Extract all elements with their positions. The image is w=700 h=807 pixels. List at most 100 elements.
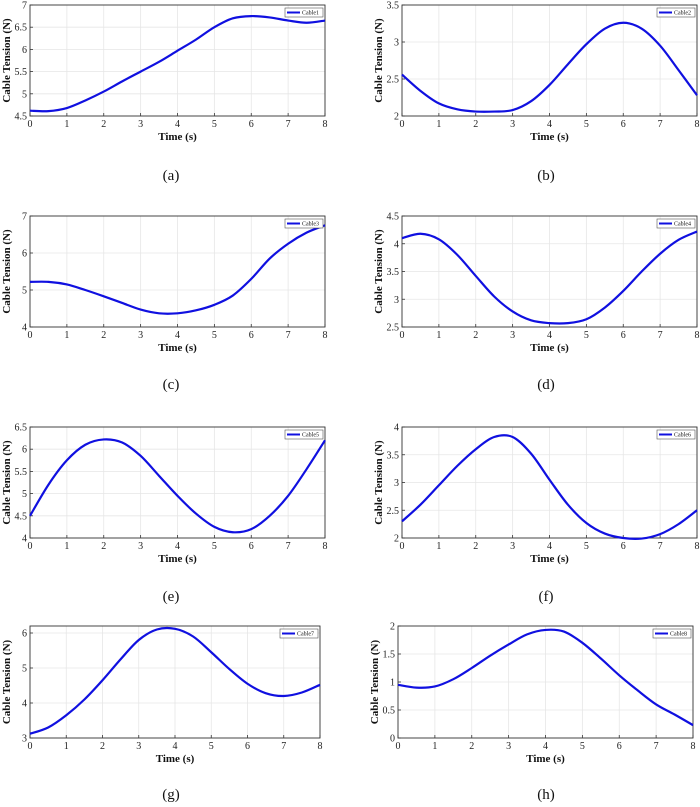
x-tick-label: 4 (173, 741, 178, 752)
x-tick-label: 6 (245, 741, 250, 752)
y-axis-label: Cable Tension (N) (373, 229, 385, 314)
x-axis-label: Time (s) (158, 131, 197, 143)
y-tick-label: 3 (22, 734, 27, 745)
x-tick-label: 2 (100, 741, 105, 752)
y-tick-label: 3 (394, 38, 399, 49)
y-tick-label: 1 (390, 678, 395, 689)
y-tick-label: 4 (394, 239, 399, 250)
x-tick-label: 3 (506, 741, 511, 752)
x-tick-label: 3 (136, 741, 141, 752)
series-line-cable5 (29, 438, 326, 534)
series-line-cable1 (29, 14, 326, 113)
x-tick-label: 1 (64, 741, 69, 752)
x-tick-label: 6 (249, 119, 254, 130)
y-axis-label: Cable Tension (N) (1, 440, 13, 525)
x-tick-label: 0 (400, 541, 405, 552)
x-tick-label: 5 (584, 330, 589, 341)
legend-label: Cable6 (674, 433, 691, 439)
panel-caption: (a) (163, 168, 180, 184)
legend-box (656, 218, 696, 229)
x-tick-label: 2 (101, 119, 106, 130)
x-tick-label: 4 (547, 330, 552, 341)
y-tick-label: 3.5 (387, 267, 400, 278)
x-tick-label: 4 (543, 741, 548, 752)
legend-box (656, 429, 696, 440)
x-tick-label: 3 (138, 541, 143, 552)
x-tick-label: 7 (281, 741, 286, 752)
y-axis-label: Cable Tension (N) (1, 639, 13, 724)
plot-frame (29, 215, 326, 328)
chart-panel-1: 0 1 2 3 4 5 6 7 8 4.5 5 5.5 6 6.5 7 Cable1 Time (s) Cable… (1, 1, 328, 185)
y-axis-label: Cable Tension (N) (1, 229, 13, 314)
y-tick-label: 5 (22, 489, 27, 500)
x-tick-label: 5 (212, 541, 217, 552)
x-tick-label: 4 (175, 330, 180, 341)
legend-label: Cable4 (674, 222, 691, 228)
x-axis-label: Time (s) (530, 131, 569, 143)
x-tick-label: 6 (617, 741, 622, 752)
y-tick-label: 5 (22, 664, 27, 675)
y-tick-label: 2 (390, 622, 395, 633)
legend-box (284, 429, 324, 440)
y-tick-label: 4.5 (387, 212, 400, 223)
x-tick-label: 5 (209, 741, 214, 752)
y-tick-label: 2.5 (387, 75, 400, 86)
x-tick-label: 4 (175, 541, 180, 552)
y-tick-label: 2 (394, 112, 399, 123)
x-tick-label: 0 (28, 330, 33, 341)
x-tick-label: 7 (658, 330, 663, 341)
x-tick-label: 2 (101, 330, 106, 341)
x-tick-label: 6 (249, 541, 254, 552)
y-tick-label: 6 (22, 249, 27, 260)
chart-panel-4: 0 1 2 3 4 5 6 7 8 2.5 3 3.5 4 4.5 Cable4 Time (s) Cable … (373, 212, 700, 394)
panel-caption: (b) (537, 168, 555, 184)
y-tick-label: 3.5 (387, 1, 400, 12)
x-tick-label: 8 (318, 741, 323, 752)
x-tick-label: 4 (175, 119, 180, 130)
x-axis-label: Time (s) (158, 342, 197, 354)
y-tick-label: 3 (394, 295, 399, 306)
x-axis-label: Time (s) (158, 553, 197, 565)
y-tick-label: 6.5 (15, 423, 28, 434)
x-tick-label: 1 (436, 330, 441, 341)
x-tick-label: 0 (400, 330, 405, 341)
y-tick-label: 3 (394, 478, 399, 489)
x-tick-label: 8 (695, 119, 700, 130)
legend-label: Cable2 (674, 11, 691, 17)
legend-label: Cable5 (302, 433, 319, 439)
x-tick-label: 6 (621, 330, 626, 341)
legend-label: Cable3 (302, 222, 319, 228)
panel-caption: (f) (539, 589, 554, 605)
y-tick-label: 2.5 (387, 323, 400, 334)
panel-caption: (d) (537, 377, 555, 393)
x-tick-label: 0 (28, 119, 33, 130)
y-axis-label: Cable Tension (N) (373, 440, 385, 525)
chart-panel-3: 0 1 2 3 4 5 6 7 8 4 5 6 7 Cable3 Time (s) Cable Tension… (1, 212, 328, 394)
x-tick-label: 7 (286, 119, 291, 130)
x-tick-label: 0 (28, 541, 33, 552)
x-axis-label: Time (s) (530, 553, 569, 565)
plot-frame (397, 625, 694, 739)
x-tick-label: 1 (436, 119, 441, 130)
x-tick-label: 1 (64, 330, 69, 341)
y-tick-label: 4 (394, 423, 399, 434)
legend-box (284, 7, 324, 18)
y-tick-label: 5.5 (15, 67, 28, 78)
y-tick-label: 4 (22, 534, 27, 545)
y-tick-label: 4.5 (15, 112, 28, 123)
x-tick-label: 3 (510, 541, 515, 552)
plot-frame (29, 4, 326, 117)
series-line-cable6 (401, 434, 698, 540)
x-tick-label: 2 (473, 541, 478, 552)
x-axis-label: Time (s) (526, 753, 565, 765)
series-line-cable7 (29, 626, 321, 735)
x-tick-label: 3 (510, 119, 515, 130)
y-tick-label: 3.5 (387, 450, 400, 461)
legend-box (284, 218, 324, 229)
plot-frame (401, 215, 698, 328)
y-tick-label: 1.5 (383, 650, 396, 661)
chart-panel-7: 0 1 2 3 4 5 6 7 8 3 4 5 6 Cable7 Time (s) Cable Tension… (1, 625, 323, 803)
series-line-cable3 (29, 224, 326, 315)
y-tick-label: 7 (22, 212, 27, 223)
